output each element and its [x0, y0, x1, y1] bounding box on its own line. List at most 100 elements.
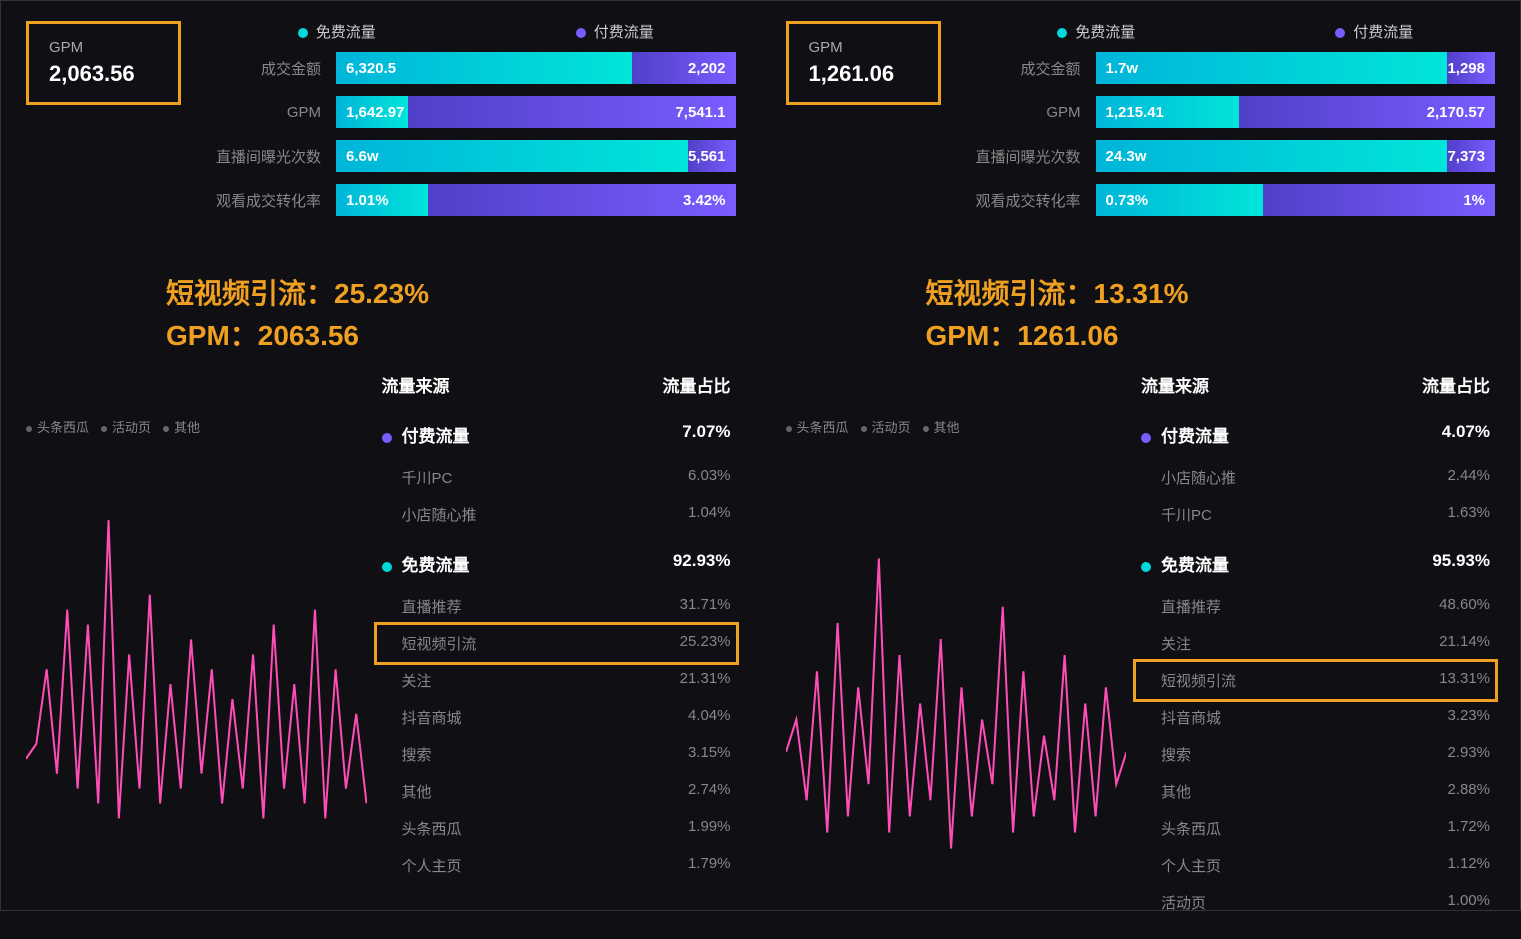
- bar-free: 1.7w: [1096, 52, 1448, 84]
- top-row: GPM 2,063.56 免费流量 付费流量 成交金额6,320.52,202G…: [26, 21, 736, 228]
- bar-free: 0.73%: [1096, 184, 1264, 216]
- source-group-title: 免费流量95.93%: [1136, 551, 1495, 576]
- metric-label: GPM: [976, 104, 1081, 121]
- metrics-block: 免费流量 付费流量 成交金额 1.7w1,298 GPM 1,215.412,170.…: [976, 21, 1496, 228]
- legend-free: 免费流量: [298, 21, 376, 42]
- annotation-line2: GPM：1261.06: [926, 315, 1496, 357]
- chart-legend: 头条西瓜活动页其他: [26, 417, 367, 436]
- metric-row: 成交金额 1.7w1,298: [976, 52, 1496, 84]
- metric-row: 成交金额6,320.52,202: [216, 52, 736, 84]
- source-group: 免费流量95.93%直播推荐48.60%关注21.14%短视频引流13.31%抖…: [1136, 551, 1495, 921]
- bar-free: 1,642.97: [336, 96, 408, 128]
- metric-row: 直播间曝光次数 24.3w7,373: [976, 140, 1496, 172]
- metric-row: 观看成交转化率1.01%3.42%: [216, 184, 736, 216]
- header-source: 流量来源: [382, 372, 450, 397]
- source-item: 个人主页 1.12%: [1136, 847, 1495, 884]
- source-item: 搜索3.15%: [377, 736, 736, 773]
- source-group: 付费流量 7.07% 千川PC 6.03% 小店随心推 1.04%: [377, 422, 736, 533]
- line-chart: [26, 446, 367, 902]
- source-item: 其他 2.74%: [377, 773, 736, 810]
- source-pct: 2.74%: [688, 781, 731, 802]
- source-name: 个人主页: [1161, 855, 1221, 876]
- top-row: GPM 1,261.06 免费流量 付费流量 成交金额 1.7w1,298 GPM 1…: [786, 21, 1496, 228]
- source-group-title: 付费流量4.07%: [1136, 422, 1495, 447]
- source-name: 关注: [402, 670, 432, 691]
- group-total: 7.07%: [682, 422, 730, 447]
- bar-paid: 7,373: [1447, 140, 1495, 172]
- traffic-legend: 免费流量 付费流量: [216, 21, 736, 42]
- source-item: 千川PC1.63%: [1136, 496, 1495, 533]
- gpm-value: 2,063.56: [49, 61, 158, 87]
- source-groups-left: 付费流量 7.07% 千川PC 6.03% 小店随心推 1.04% 免费流量92.93% 直播…: [377, 422, 736, 884]
- metric-rows-left: 成交金额6,320.52,202GPM1,642.977,541.1直播间曝光次…: [216, 52, 736, 216]
- metric-row: GPM 1,215.412,170.57: [976, 96, 1496, 128]
- metric-bar: 6.6w5,561: [336, 140, 736, 172]
- source-pct: 1.79%: [688, 855, 731, 876]
- source-group-title: 付费流量 7.07%: [377, 422, 736, 447]
- metric-label: 直播间曝光次数: [976, 146, 1081, 167]
- source-item: 直播推荐31.71%: [377, 588, 736, 625]
- source-pct: 1.63%: [1447, 504, 1490, 525]
- metric-label: 观看成交转化率: [216, 190, 321, 211]
- chart-legend-item: 活动页: [101, 420, 151, 435]
- source-pct: 2.44%: [1447, 467, 1490, 488]
- source-name: 头条西瓜: [1161, 818, 1221, 839]
- chart-column: 头条西瓜活动页其他: [26, 372, 367, 902]
- metric-bar: 24.3w7,373: [1096, 140, 1496, 172]
- bar-paid: 3.42%: [428, 184, 736, 216]
- group-total: 92.93%: [673, 551, 731, 576]
- source-name: 千川PC: [402, 467, 453, 488]
- bar-paid: 1%: [1263, 184, 1495, 216]
- legend-paid: 付费流量: [1335, 21, 1413, 42]
- annotation-text: 短视频引流：13.31% GPM：1261.06: [926, 273, 1496, 357]
- chart-legend-item: 头条西瓜: [786, 420, 849, 435]
- source-name: 小店随心推: [1161, 467, 1236, 488]
- bar-free: 6,320.5: [336, 52, 632, 84]
- source-item: 其他2.88%: [1136, 773, 1495, 810]
- source-pct: 21.31%: [680, 670, 731, 691]
- chart-line-path: [26, 520, 367, 818]
- group-total: 4.07%: [1442, 422, 1490, 447]
- source-name: 小店随心推: [402, 504, 477, 525]
- source-pct: 1.04%: [688, 504, 731, 525]
- metrics-block: 免费流量 付费流量 成交金额6,320.52,202GPM1,642.977,5…: [216, 21, 736, 228]
- metric-bar: 1,642.977,541.1: [336, 96, 736, 128]
- source-item: 直播推荐48.60%: [1136, 588, 1495, 625]
- chart-legend-item: 其他: [923, 420, 960, 435]
- annotation-text: 短视频引流：25.23% GPM：2063.56: [166, 273, 736, 357]
- metric-label: 观看成交转化率: [976, 190, 1081, 211]
- bar-free: 6.6w: [336, 140, 688, 172]
- metric-bar: 1,215.412,170.57: [1096, 96, 1496, 128]
- bottom-section: 头条西瓜活动页其他 流量来源 流量占比 付费流量4.07%小店随心推2.44%千…: [786, 372, 1496, 939]
- source-item: 头条西瓜 1.99%: [377, 810, 736, 847]
- gpm-box: GPM 2,063.56: [26, 21, 181, 105]
- source-name: 个人主页: [402, 855, 462, 876]
- metric-label: 成交金额: [216, 58, 321, 79]
- source-pct: 3.15%: [688, 744, 731, 765]
- source-pct: 1.99%: [688, 818, 731, 839]
- source-group-title: 免费流量92.93%: [377, 551, 736, 576]
- source-pct: 25.23%: [680, 633, 731, 654]
- chart-legend-item: 头条西瓜: [26, 420, 89, 435]
- source-pct: 1.12%: [1447, 855, 1490, 876]
- source-name: 其他: [402, 781, 432, 802]
- group-name: 付费流量: [382, 422, 470, 447]
- legend-free: 免费流量: [1057, 21, 1135, 42]
- source-header: 流量来源 流量占比: [1136, 372, 1495, 397]
- gpm-box: GPM 1,261.06: [786, 21, 941, 105]
- gpm-label: GPM: [49, 39, 158, 56]
- metric-bar: 1.7w1,298: [1096, 52, 1496, 84]
- source-name: 头条西瓜: [402, 818, 462, 839]
- group-total: 95.93%: [1432, 551, 1490, 576]
- source-pct: 3.23%: [1447, 707, 1490, 728]
- metric-label: 成交金额: [976, 58, 1081, 79]
- metric-label: 直播间曝光次数: [216, 146, 321, 167]
- source-header: 流量来源 流量占比: [377, 372, 736, 397]
- source-item: 短视频引流13.31%: [1133, 659, 1498, 702]
- source-pct: 4.04%: [688, 707, 731, 728]
- annotation-line2: GPM：2063.56: [166, 315, 736, 357]
- source-pct: 6.03%: [688, 467, 731, 488]
- bar-paid: 5,561: [688, 140, 736, 172]
- metric-label: GPM: [216, 104, 321, 121]
- traffic-source-table: 流量来源 流量占比 付费流量4.07% 小店随心推 2.44% 千川PC1.63% 免费…: [1136, 372, 1495, 939]
